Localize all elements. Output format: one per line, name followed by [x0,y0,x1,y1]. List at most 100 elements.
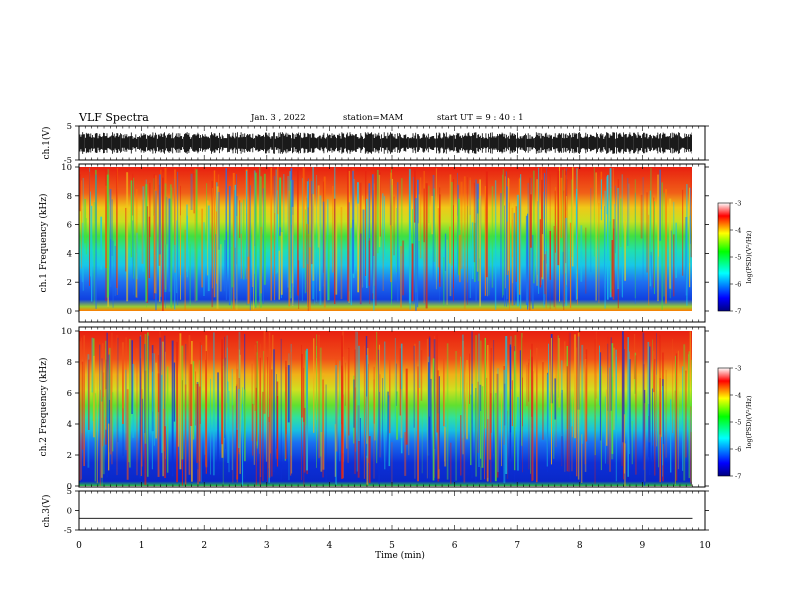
spectrogram-streak [255,343,258,442]
spectrogram-streak [569,332,571,480]
spectrogram-streak [290,351,292,476]
spectrogram-streak [291,206,294,284]
spectrogram-streak [394,337,396,432]
spectrogram-streak [689,187,691,288]
spectrogram-streak [79,341,81,481]
spectrogram-streak [79,174,81,212]
spectrogram-streak [174,169,176,273]
spectrogram-streak [541,179,543,278]
spectrogram-streak [93,202,96,304]
spectrogram-streak [644,403,646,482]
spectrogram-streak [155,190,157,311]
spectrogram-streak [306,181,309,225]
spectrogram-streak [611,377,614,460]
spectrogram-streak [453,205,454,302]
spectrogram-streak [129,338,131,468]
spectrogram-streak [357,203,360,293]
spectrogram-streak [463,347,466,483]
spectrogram-streak [571,426,573,472]
spectrogram-streak [517,397,519,471]
spectrogram-streak [408,397,410,456]
spectrogram-streak [353,379,355,428]
ch3-waveform-ylabel: ch.3(V) [41,495,52,528]
spectrogram-streak [162,341,164,477]
spectrogram-streak [669,198,672,289]
spectrogram-streak [614,185,616,254]
spectrogram-streak [267,357,268,482]
spectrogram-streak [236,360,238,480]
spectrogram-streak [617,179,619,309]
spectrogram-streak [319,225,321,292]
spectrogram-streak [322,373,325,470]
ch1-colorbar: -3 -4 -5 -6 -7 log(PSD)(V²/Hz) [717,200,753,316]
ch1-colorbar-label: log(PSD)(V²/Hz) [745,230,753,283]
spectrogram-streak [130,180,133,258]
spectrogram-streak [205,351,207,474]
spectrogram-streak [122,342,124,424]
spectrogram-streak [604,206,605,288]
ch2-spectrogram-ylabel: ch.2 Frequency (kHz) [38,358,49,457]
spectrogram-streak [488,236,490,296]
spectrogram-streak [670,399,672,473]
spectrogram-streak [224,336,225,438]
spectrogram-streak [184,229,186,311]
spectrogram-streak [533,170,535,284]
spectrogram-streak [95,174,97,309]
spectrogram-streak [400,389,403,439]
spectrogram-streak [217,372,219,467]
spectrogram-streak [306,348,308,471]
spectrogram-streak [362,209,365,288]
spectrogram-streak [236,384,238,429]
spectrogram-streak [298,260,300,309]
spectrogram-streak [627,337,629,477]
spectrogram-streak [537,201,538,275]
spectrogram-streak [272,334,274,399]
spectrogram-streak [177,171,179,306]
spectrogram-streak [255,387,257,486]
spectrogram-streak [164,183,167,292]
time-axis-tick-label: 0 [76,541,82,551]
spectrogram-streak [618,196,620,270]
spectrogram-streak [193,173,196,214]
spectrogram-streak [490,393,492,483]
spectrogram-streak [415,198,417,311]
spectrogram-streak [148,335,150,481]
ch2-spectrogram-y-tick-label: 0 [67,482,72,492]
spectrogram-streak [612,219,615,300]
spectrogram-streak [387,391,389,472]
spectrogram-streak [554,190,556,253]
spectrogram-streak [634,192,636,304]
spectrogram-streak [414,169,416,223]
spectrogram-streak [316,174,317,302]
time-axis-tick-label: 3 [264,541,270,551]
spectrogram-streak [236,368,238,483]
spectrogram-streak [685,370,687,458]
spectrogram-streak [248,169,250,303]
spectrogram-streak [289,180,292,299]
spectrogram-streak [690,167,692,258]
spectrogram-streak [325,384,327,482]
spectrogram-streak [285,360,287,459]
spectrogram-streak [487,345,489,482]
ch2-spectrogram-y-tick-label: 8 [67,358,72,368]
spectrogram-streak [653,350,655,393]
spectrogram-streak [106,332,108,478]
spectrogram-streak [348,202,350,292]
spectrogram-streak [434,335,436,478]
spectrogram-streak [391,442,393,486]
spectrogram-streak [373,183,375,286]
spectrogram-streak [405,368,408,445]
spectrogram-streak [475,179,477,302]
spectrogram-streak [600,366,602,471]
spectrogram-streak [354,349,356,474]
spectrogram-streak [654,201,655,294]
spectrogram-streak [366,396,368,444]
spectrogram-streak [204,408,206,455]
spectrogram-streak [153,353,155,446]
spectrogram-streak [168,198,171,292]
spectrogram-streak [147,332,149,477]
spectrogram-streak [554,186,557,310]
spectrogram-streak [504,205,505,307]
spectrogram-streak [559,167,560,302]
spectrogram-streak [161,341,163,449]
